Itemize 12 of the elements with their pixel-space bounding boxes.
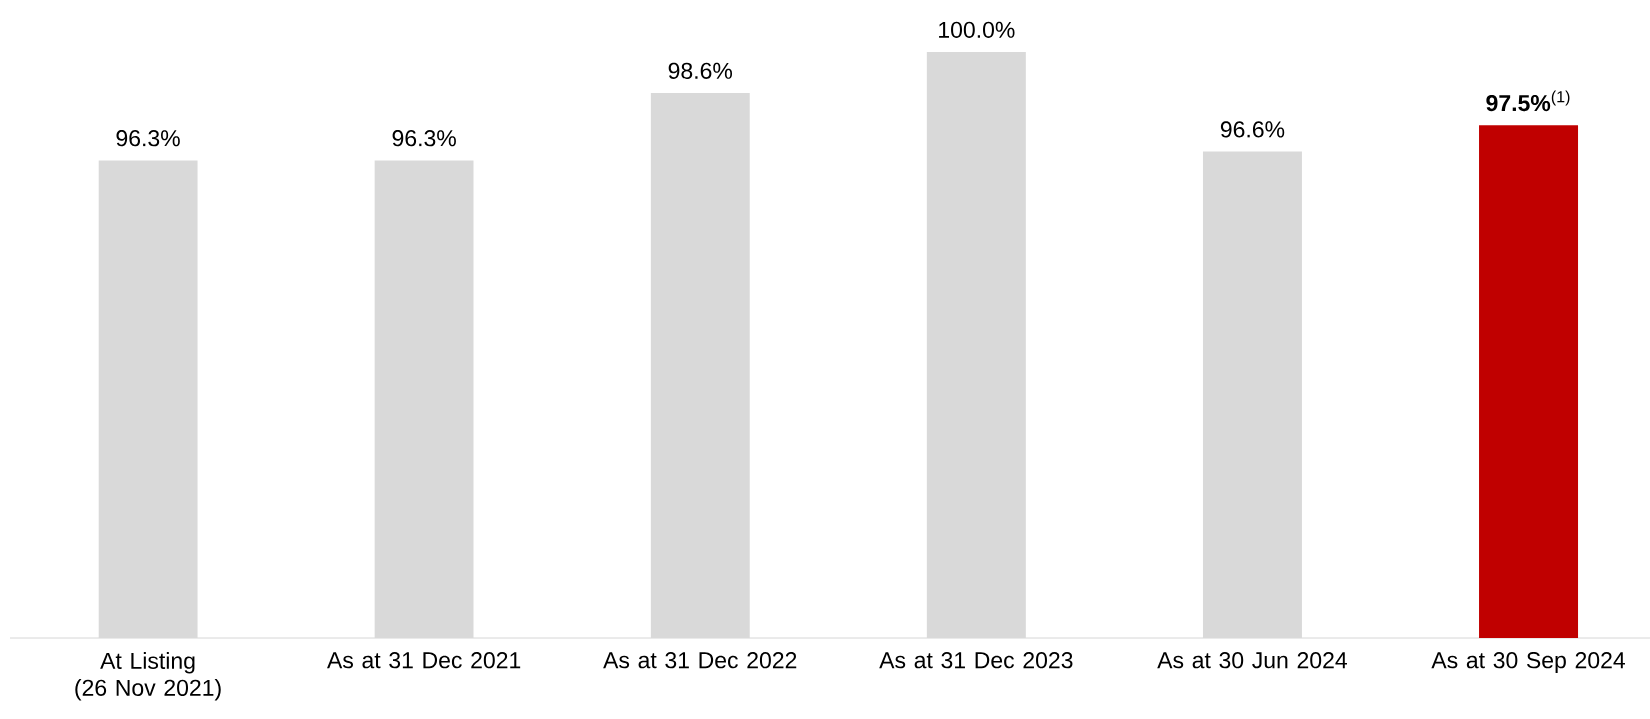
- x-tick-label: As at 31 Dec 2023: [879, 652, 1073, 669]
- x-tick-label: As at 30 Jun 2024: [1157, 652, 1347, 669]
- x-tick-label: As at 31 Dec 2021: [327, 652, 521, 669]
- x-tick-label: At Listing (26 Nov 2021): [75, 652, 221, 701]
- data-label: 98.6%: [668, 62, 733, 79]
- data-label: 96.3%: [392, 130, 456, 147]
- data-label: 97.5%$^{(1)}$: [1486, 90, 1570, 112]
- data-label: 96.3%: [116, 130, 180, 147]
- data-label: 96.6%: [1220, 121, 1285, 138]
- x-tick-label: As at 30 Sep 2024: [1431, 652, 1625, 673]
- x-tick-label: As at 31 Dec 2022: [603, 652, 797, 669]
- data-label: 100.0%: [939, 21, 1015, 38]
